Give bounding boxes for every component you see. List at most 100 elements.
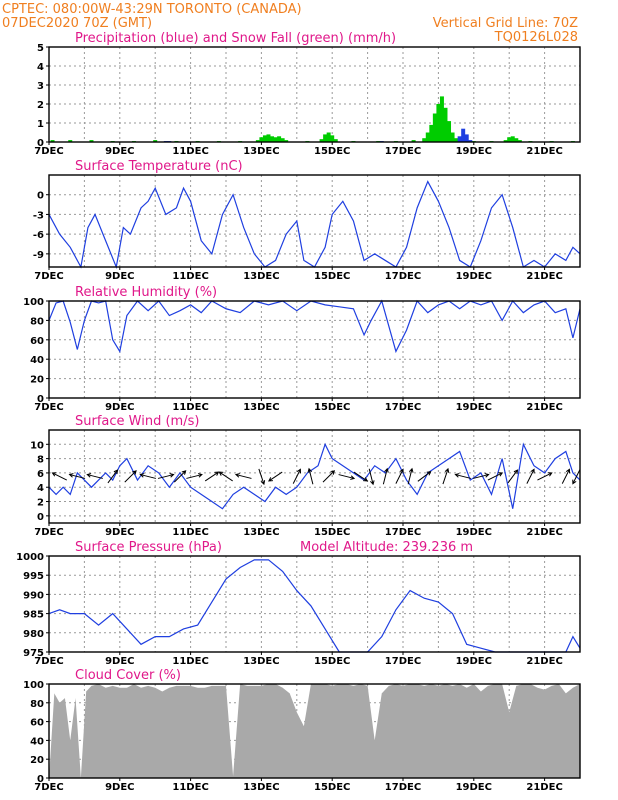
- pressure-grid: [49, 556, 580, 652]
- snow-bar: [266, 134, 271, 142]
- wind-xtick-label: 7DEC: [34, 527, 63, 538]
- wind-xtick-label: 13DEC: [243, 527, 279, 538]
- snow-bar: [439, 96, 444, 142]
- temperature-frame: [48, 174, 581, 268]
- wind-arrow: [139, 473, 157, 479]
- wind-xtick-label: 21DEC: [526, 527, 562, 538]
- snow-bar: [153, 140, 158, 142]
- wind-ytick-label: 8: [37, 455, 44, 466]
- snow-bar: [323, 134, 328, 142]
- snow-bar: [259, 137, 264, 142]
- wind-xtick-label: 11DEC: [172, 527, 208, 538]
- wind-arrow: [307, 467, 314, 485]
- wind-arrow: [338, 474, 356, 480]
- wind-ytick-label: 10: [30, 440, 44, 451]
- pressure-xtick-label: 15DEC: [314, 656, 350, 667]
- precipitation-xtick-label: 21DEC: [526, 146, 562, 157]
- precipitation-title: Precipitation (blue) and Snow Fall (gree…: [75, 31, 396, 46]
- snow-bar: [436, 104, 441, 142]
- pressure-xtick-label: 19DEC: [456, 656, 492, 667]
- wind-arrow: [454, 473, 472, 479]
- wind-arrow: [234, 473, 252, 479]
- panel-precipitation: Precipitation (blue) and Snow Fall (gree…: [34, 31, 581, 157]
- wind-arrow: [124, 470, 137, 483]
- cloud-cover-ytick-label: 80: [30, 699, 44, 710]
- snow-bar: [333, 139, 338, 142]
- humidity-xtick-label: 21DEC: [526, 402, 562, 413]
- snow-bar: [422, 138, 427, 142]
- wind-arrow: [173, 470, 187, 483]
- wind-arrow: [407, 467, 414, 485]
- humidity-grid: [49, 301, 580, 398]
- cloud-cover-xtick-label: 17DEC: [385, 782, 421, 793]
- panel-wind: Surface Wind (m/s) 0 2 4 6 8 10 7DEC 9DEC 11DEC 13…: [30, 414, 581, 538]
- cloud-cover-xtick-label: 11DEC: [172, 782, 208, 793]
- pressure-xtick-label: 7DEC: [34, 656, 63, 667]
- temperature-xtick-label: 21DEC: [526, 271, 562, 282]
- cloud-cover-xtick-label: 21DEC: [526, 782, 562, 793]
- wind-xtick-label: 17DEC: [385, 527, 421, 538]
- humidity-ytick-label: 40: [30, 355, 44, 366]
- cloud-cover-ytick-label: 60: [30, 718, 44, 729]
- wind-ytick-label: 2: [37, 498, 44, 509]
- humidity-xtick-label: 13DEC: [243, 402, 279, 413]
- precipitation-xtick-label: 13DEC: [243, 146, 279, 157]
- pressure-xtick-label: 13DEC: [243, 656, 279, 667]
- snow-bar: [319, 139, 324, 142]
- cloud-cover-xtick-label: 9DEC: [105, 782, 134, 793]
- temperature-title: Surface Temperature (nC): [75, 159, 243, 174]
- temperature-xtick-label: 11DEC: [172, 271, 208, 282]
- wind-arrows: [51, 467, 581, 486]
- panels: Precipitation (blue) and Snow Fall (gree…: [16, 31, 581, 793]
- snow-bar: [50, 140, 55, 142]
- wind-arrow: [417, 471, 432, 482]
- precip-bar: [468, 140, 473, 142]
- panel-cloud-cover: Cloud Cover (%) 0 20 40 60 80 100 7DEC 9DEC 11DEC…: [23, 668, 581, 793]
- humidity-xtick-label: 9DEC: [105, 402, 134, 413]
- cloud-cover-xtick-label: 19DEC: [456, 782, 492, 793]
- precipitation-ytick-label: 4: [37, 62, 44, 73]
- humidity-ytick-label: 20: [30, 375, 44, 386]
- wind-arrow: [204, 471, 220, 482]
- precipitation-xtick-label: 19DEC: [456, 146, 492, 157]
- precipitation-ytick-label: 3: [37, 81, 44, 92]
- pressure-ytick-label: 985: [23, 610, 44, 621]
- wind-arrow: [537, 472, 553, 481]
- cloud-cover-area: [49, 684, 580, 778]
- precipitation-ytick-label: 1: [37, 119, 44, 130]
- wind-arrow: [487, 472, 504, 481]
- humidity-ytick-label: 60: [30, 336, 44, 347]
- snow-bar: [517, 140, 522, 142]
- humidity-xtick-label: 17DEC: [385, 402, 421, 413]
- temperature-xtick-label: 15DEC: [314, 271, 350, 282]
- wind-xtick-label: 15DEC: [314, 527, 350, 538]
- snow-bar: [89, 140, 94, 142]
- pressure-altitude-note: Model Altitude: 239.236 m: [300, 540, 473, 555]
- snow-bar: [425, 132, 430, 142]
- wind-frame: [48, 429, 581, 524]
- header-grid-line: Vertical Grid Line: 70Z: [433, 16, 578, 31]
- wind-arrow: [322, 470, 336, 483]
- cloud-cover-xtick-label: 13DEC: [243, 782, 279, 793]
- precipitation-ytick-label: 0: [37, 138, 44, 149]
- snow-bar: [514, 138, 519, 142]
- snow-bar: [284, 140, 289, 142]
- humidity-frame: [48, 300, 581, 399]
- wind-arrow: [353, 471, 369, 482]
- wind-arrow: [382, 467, 389, 485]
- snow-bar: [429, 124, 434, 142]
- pressure-frame: [48, 555, 581, 653]
- snow-bar: [454, 138, 459, 142]
- header-run-time: 07DEC2020 70Z (GMT): [2, 16, 152, 31]
- humidity-xtick-label: 15DEC: [314, 402, 350, 413]
- panel-humidity: Relative Humidity (%) 0 20 40 60 80 100 7DEC 9DE…: [23, 285, 581, 413]
- humidity-ytick-label: 100: [23, 297, 44, 308]
- snow-bar: [330, 135, 335, 142]
- humidity-line: [48, 299, 581, 354]
- panel-temperature: Surface Temperature (nC) -9 -6 -3 0 7DEC 9DEC 1…: [33, 159, 581, 282]
- snow-bar: [68, 140, 73, 142]
- cloud-cover-title: Cloud Cover (%): [75, 668, 181, 683]
- temperature-ytick-label: -3: [33, 210, 44, 221]
- wind-arrow: [526, 468, 535, 484]
- pressure-ytick-label: 995: [23, 571, 44, 582]
